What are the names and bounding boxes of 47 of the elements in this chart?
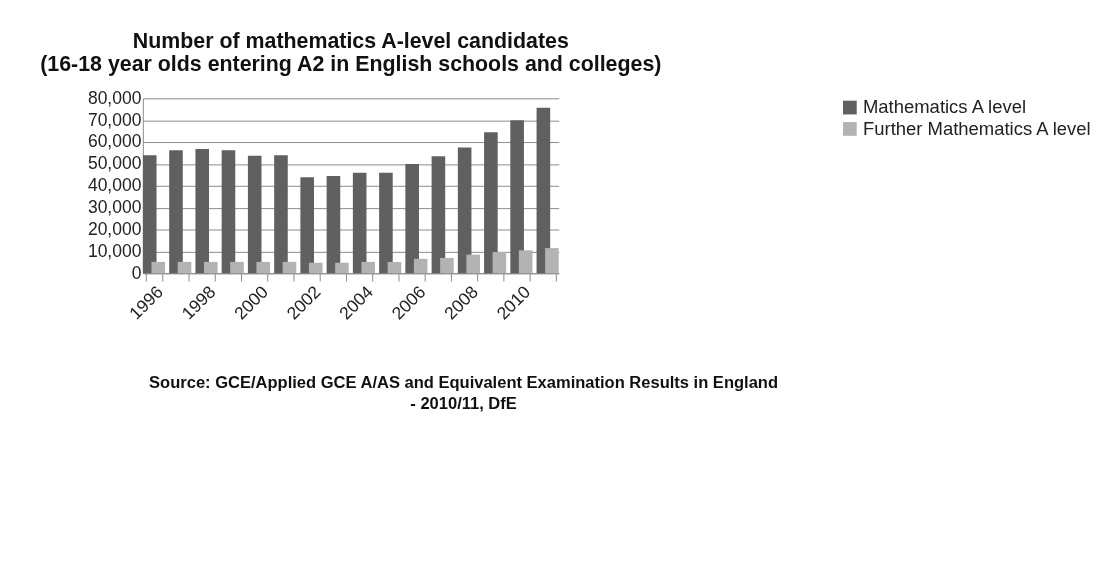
y-tick-label: 10,000 (87, 240, 142, 261)
bar (466, 254, 480, 274)
y-tick-label: 80,000 (87, 87, 142, 108)
bar (300, 177, 314, 274)
bar (203, 261, 218, 274)
y-tick-label: 30,000 (87, 197, 142, 217)
bar (492, 252, 507, 274)
bar (361, 261, 376, 274)
bar (169, 150, 183, 274)
bar (151, 261, 166, 274)
bar (518, 250, 533, 274)
text: - 2010/11, DfE (410, 394, 517, 414)
bar (308, 262, 323, 274)
bar (457, 147, 472, 274)
y-tick-label: 70,000 (87, 109, 142, 130)
bar (326, 175, 341, 274)
bar (536, 107, 551, 274)
bar (484, 132, 498, 274)
bar (545, 248, 559, 274)
legend-label: Mathematics A level (862, 96, 1027, 118)
legend-label: Further Mathematics A level (862, 117, 1091, 139)
bar (352, 172, 367, 274)
text: (16-18 year olds entering A2 in English schools and colleges) (40, 52, 662, 77)
y-tick-label: 0 (131, 262, 142, 283)
bar (379, 172, 393, 274)
bar (431, 156, 446, 274)
y-tick-label: 60,000 (87, 131, 142, 152)
bar (405, 163, 419, 274)
bar (256, 261, 271, 274)
bar (195, 149, 210, 274)
bar (230, 261, 244, 274)
bar (142, 155, 157, 274)
bar (177, 261, 192, 274)
bar (282, 261, 297, 274)
y-tick-label: 50,000 (87, 153, 142, 174)
bar (247, 155, 262, 274)
bar (387, 261, 402, 274)
y-tick-label: 40,000 (87, 175, 142, 196)
bar (510, 120, 524, 274)
bar (413, 258, 428, 274)
text: Number of mathematics A-level candidates (132, 28, 569, 53)
bar (335, 262, 349, 274)
y-tick-label: 20,000 (87, 218, 142, 239)
bar (274, 155, 288, 274)
bar (440, 257, 454, 274)
bar (221, 150, 236, 274)
source-note: Source: GCE/Applied GCE A/AS and Equivalent Examination Results in England (149, 372, 779, 392)
